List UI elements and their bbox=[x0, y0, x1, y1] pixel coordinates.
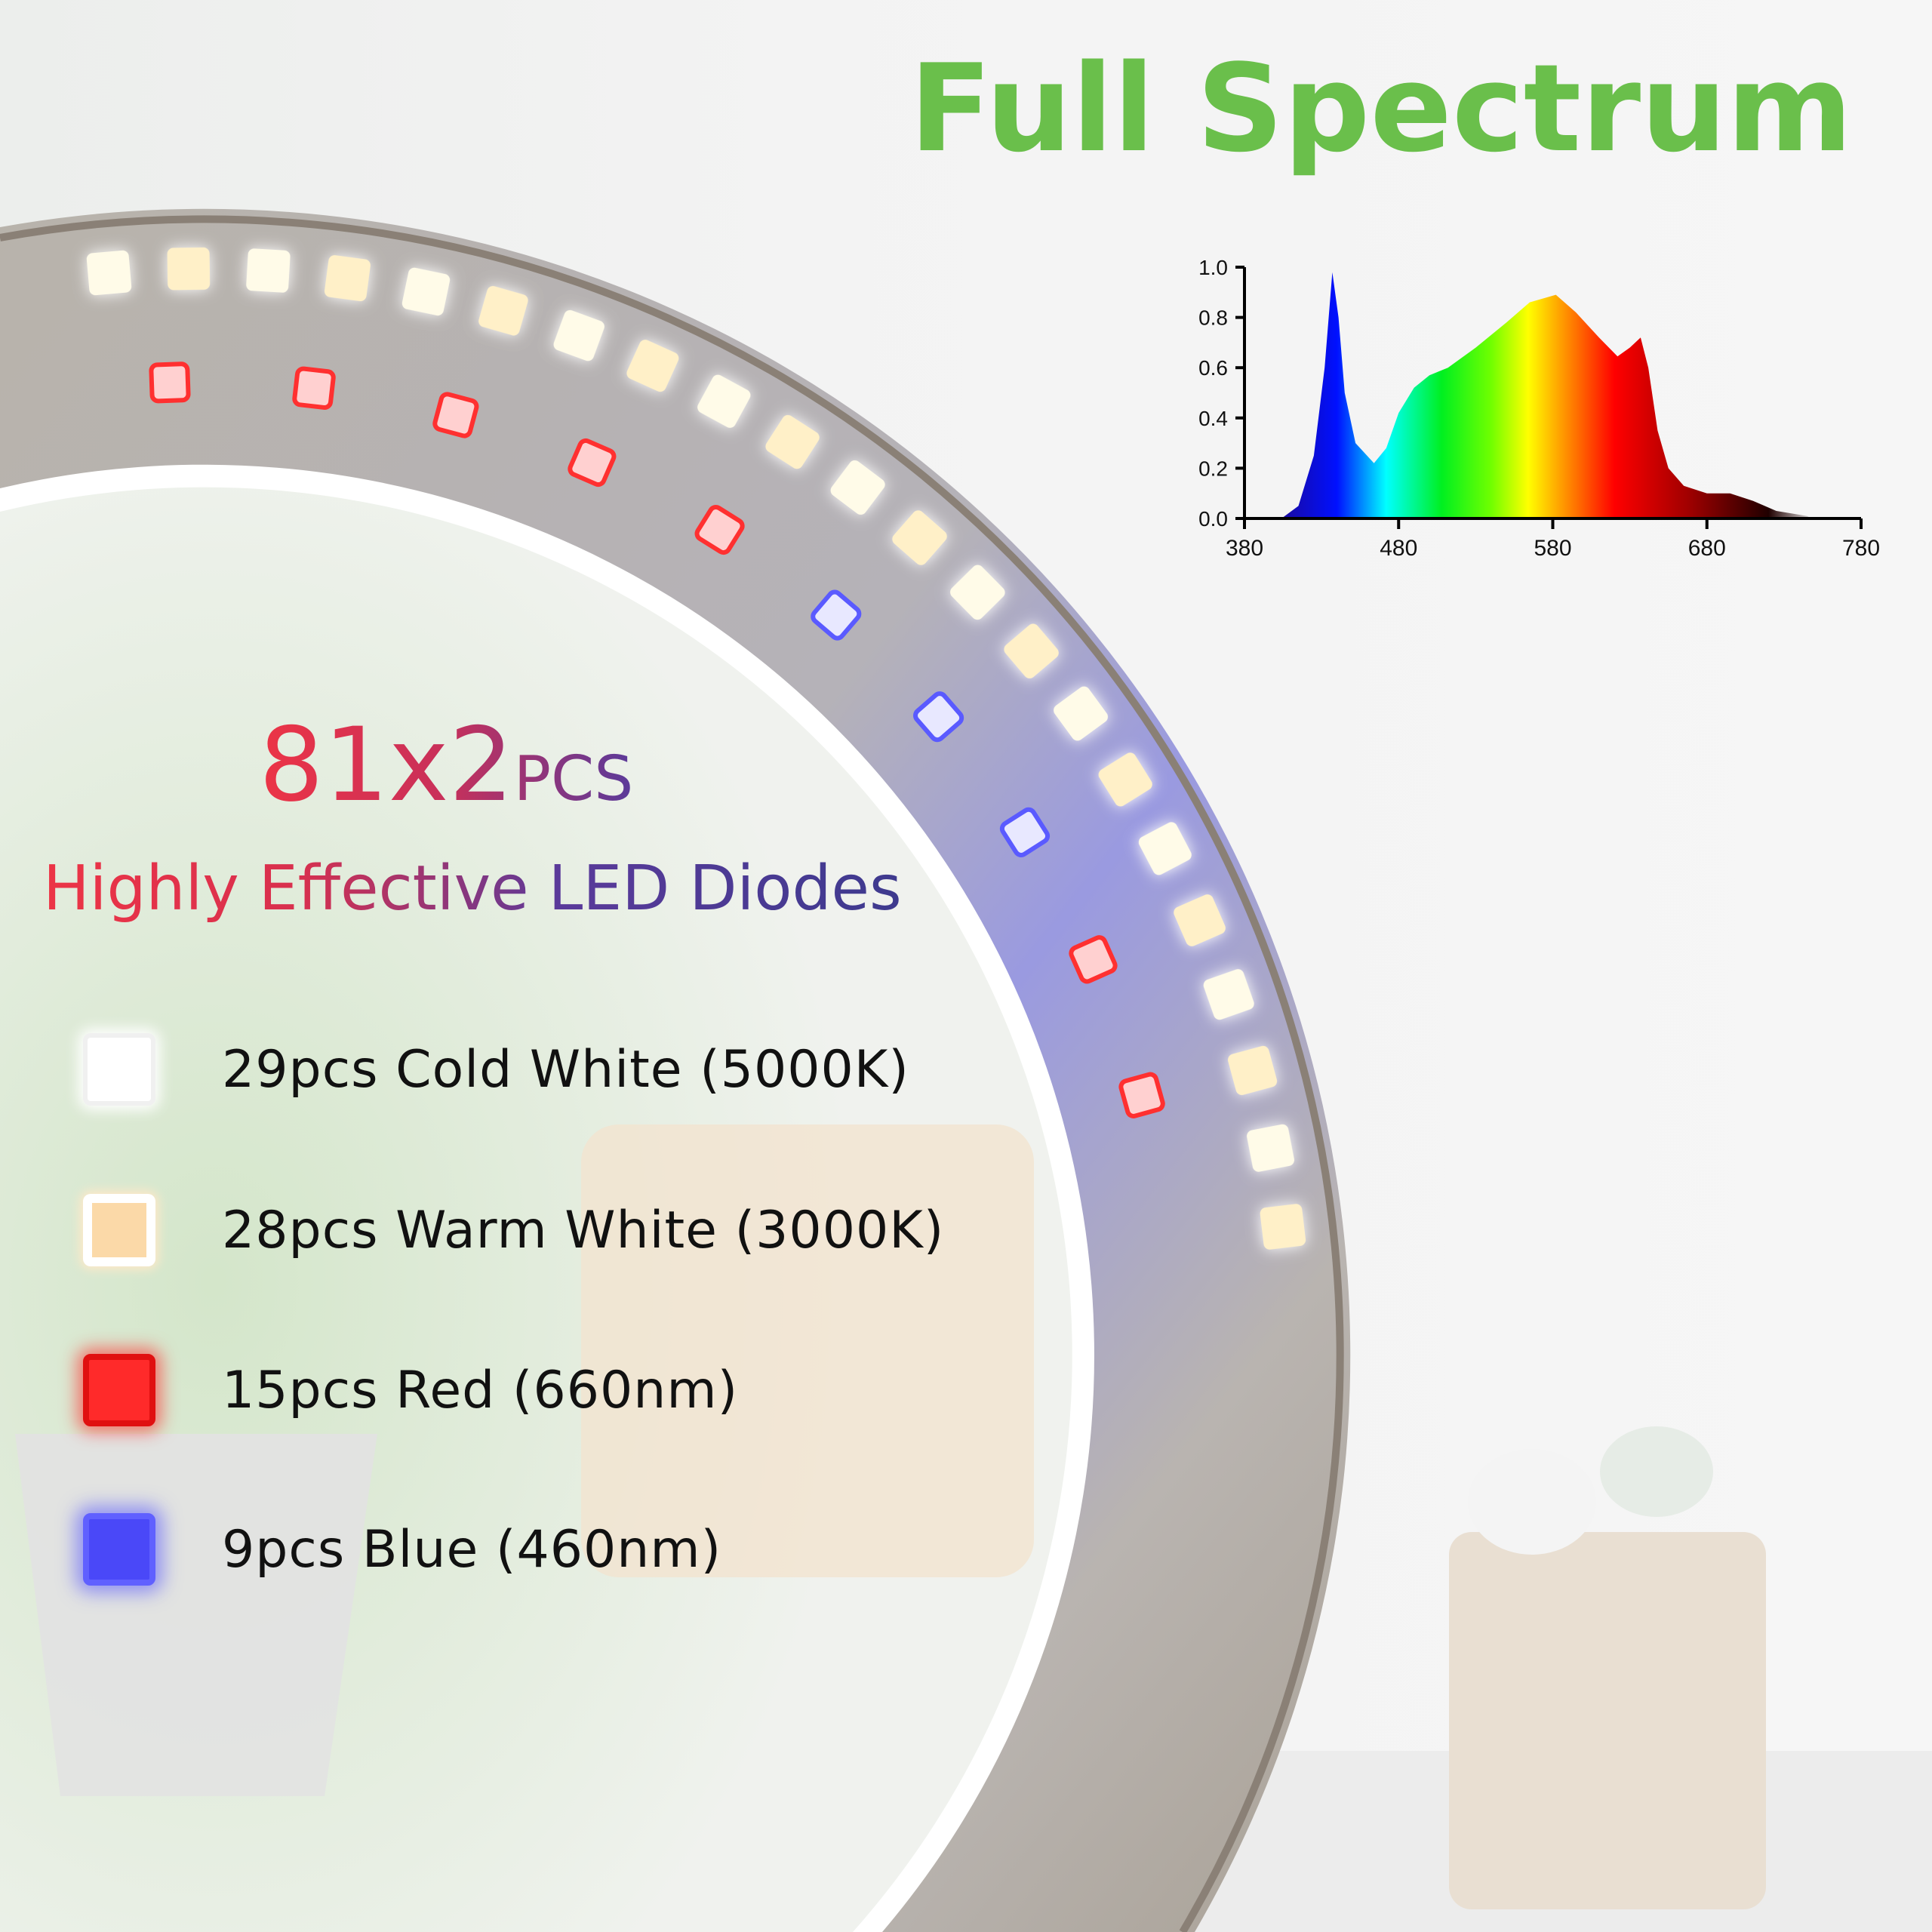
led-chip bbox=[1260, 1204, 1306, 1250]
led-chip bbox=[1054, 686, 1108, 741]
led-type-label: 28pcs Warm White (3000K) bbox=[222, 1200, 945, 1260]
led-chip bbox=[292, 366, 336, 411]
led-chip bbox=[568, 438, 617, 488]
led-type-item: 29pcs Cold White (5000K) bbox=[83, 1024, 909, 1115]
x-tick-label: 380 bbox=[1226, 536, 1263, 561]
red-led-chip-icon bbox=[83, 1354, 155, 1426]
x-tick-label: 580 bbox=[1534, 536, 1571, 561]
chart-axes: 380 480 580 680 780 0.0 0.2 0.4 0.6 0.8 1.0 bbox=[1198, 256, 1880, 561]
y-tick-label: 0.6 bbox=[1198, 356, 1228, 380]
led-chip bbox=[1138, 822, 1192, 875]
led-type-item: 28pcs Warm White (3000K) bbox=[83, 1185, 944, 1275]
x-tick-label: 780 bbox=[1842, 536, 1880, 561]
led-chip bbox=[697, 374, 751, 428]
cold-white-led-chip-icon bbox=[83, 1033, 155, 1106]
led-chip bbox=[324, 255, 371, 302]
spectrum-chart: 380 480 580 680 780 0.0 0.2 0.4 0.6 0.8 1.0 bbox=[1198, 256, 1880, 561]
led-chip bbox=[86, 250, 132, 296]
y-tick-label: 0.8 bbox=[1198, 306, 1228, 330]
led-chip bbox=[694, 504, 745, 555]
led-chip bbox=[626, 340, 679, 392]
led-chips bbox=[86, 247, 1306, 1250]
x-tick-label: 480 bbox=[1380, 536, 1417, 561]
led-chip bbox=[913, 691, 964, 743]
led-chip bbox=[765, 414, 820, 469]
chair bbox=[581, 1124, 1034, 1577]
y-tick-label: 0.2 bbox=[1198, 457, 1228, 480]
diode-count-number: 81x2 bbox=[259, 706, 514, 824]
plant-pot bbox=[1468, 1449, 1596, 1555]
blue-led-chip-icon bbox=[83, 1513, 155, 1586]
led-chip bbox=[1247, 1124, 1294, 1172]
led-chip bbox=[401, 267, 451, 316]
led-type-item: 15pcs Red (660nm) bbox=[83, 1345, 738, 1435]
led-chip bbox=[1174, 894, 1226, 946]
diode-count-unit: PCS bbox=[513, 743, 634, 815]
plant-pot bbox=[1600, 1426, 1713, 1517]
led-chip bbox=[167, 247, 211, 291]
led-chip bbox=[246, 248, 291, 293]
led-chip bbox=[553, 309, 605, 361]
subheading: Highly Effective LED Diodes bbox=[43, 853, 902, 924]
y-tick-label: 0.0 bbox=[1198, 507, 1228, 531]
ring-rim bbox=[0, 215, 1344, 1932]
side-table bbox=[1449, 1532, 1766, 1909]
led-chip bbox=[1203, 969, 1254, 1020]
plant-pot-large bbox=[15, 1434, 377, 1796]
y-tick-label: 0.4 bbox=[1198, 407, 1228, 430]
led-chip bbox=[1004, 623, 1059, 678]
led-chip bbox=[950, 565, 1005, 620]
led-chip bbox=[999, 807, 1051, 857]
led-chip bbox=[149, 361, 191, 404]
y-tick-label: 1.0 bbox=[1198, 256, 1228, 279]
led-chip bbox=[1069, 935, 1118, 984]
led-chip bbox=[830, 460, 885, 515]
x-tick-label: 680 bbox=[1688, 536, 1726, 561]
led-type-item: 9pcs Blue (460nm) bbox=[83, 1504, 721, 1595]
spectrum-area bbox=[1281, 272, 1812, 518]
led-chip bbox=[1098, 752, 1152, 807]
diode-count: 81x2PCS bbox=[259, 706, 633, 824]
led-chip bbox=[478, 286, 528, 336]
page-title: Full Spectrum bbox=[909, 38, 1853, 179]
led-chip bbox=[892, 510, 947, 565]
led-chip bbox=[432, 392, 479, 438]
led-type-label: 9pcs Blue (460nm) bbox=[222, 1519, 722, 1580]
warm-white-led-chip-icon bbox=[83, 1194, 155, 1266]
led-chip bbox=[1228, 1045, 1278, 1095]
led-chip bbox=[811, 589, 862, 641]
led-chip bbox=[1118, 1072, 1165, 1118]
led-type-label: 29pcs Cold White (5000K) bbox=[222, 1039, 909, 1100]
led-type-label: 15pcs Red (660nm) bbox=[222, 1360, 739, 1420]
